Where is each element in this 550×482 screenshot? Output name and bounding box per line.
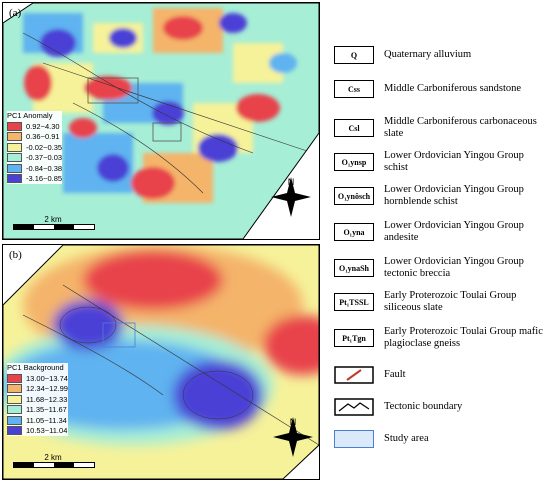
study-area-icon [334,430,374,448]
legend-entry: 13.00~13.74 [7,373,68,384]
key-symbol: Css [334,80,374,98]
key-symbol: O₁ynaSh [334,259,374,277]
north-arrow-icon: N [273,417,313,457]
legend-entry: -0.84~0.38 [7,163,62,174]
key-text: Study area [384,433,429,444]
legend-swatch [7,373,22,383]
legend-entry: -0.37~0.03 [7,153,62,164]
key-symbol: O₁yna [334,223,374,241]
key-text: Lower Ordovician Yingou Group tectonic b… [384,256,524,279]
key-entry: Pt₁TSSL Early Proterozoic Toulai Group si… [334,290,544,314]
legend-title: PC1 Anomaly [7,111,53,120]
legend-entry: 0.36~0.91 [7,132,62,143]
key-entry: O₁ynaSh Lower Ordovician Yingou Group tec… [334,256,544,280]
fault-line-icon [334,366,374,384]
legend-label: 10.53~11.04 [26,426,68,436]
key-text: Tectonic boundary [384,401,463,412]
legend-entry: -3.16~0.85 [7,174,62,185]
panel-label-b: (b) [9,249,22,261]
legend-label: 11.05~11.34 [26,415,67,425]
key-text: Quaternary alluvium [384,49,472,60]
key-entry: Pt₁Tgn Early Proterozoic Toulai Group maf… [334,326,544,350]
key-entry: O₁yna Lower Ordovician Yingou Group andes… [334,220,544,244]
panel-label-a: (a) [9,7,22,19]
legend-entry: 11.05~11.34 [7,415,68,426]
legend-label: 11.35~11.67 [26,405,67,415]
legend-entry: 0.92~4.30 [7,121,62,132]
legend-label: -0.37~0.03 [26,153,63,163]
scale-label: 2 km [44,215,62,224]
key-symbol: Csl [334,119,374,137]
legend-entry: 12.34~12.99 [7,384,68,395]
legend-label: -0.02~0.35 [26,142,63,152]
legend-swatch [7,163,22,173]
key-entry: Fault [334,366,544,384]
legend-label: -0.84~0.38 [26,163,63,173]
key-text: Early Proterozoic Toulai Group mafic pla… [384,326,543,349]
legend-swatch [7,121,22,131]
legend-entry: -0.02~0.35 [7,142,62,153]
legend-label: 12.34~12.99 [26,384,68,394]
tectonic-boundary-icon [334,398,374,416]
north-arrow-icon: N [271,177,311,217]
key-entry: O₁ynôsch Lower Ordovician Yingou Group ho… [334,184,544,208]
legend-label: 0.36~0.91 [26,132,60,142]
key-text: Middle Carboniferous sandstone [384,83,522,94]
scale-bar-a: 2 km [13,215,95,230]
map-panel-a: (a) PC1 Anomaly 0.92~4.30 0.36~0.91 -0.02~… [2,2,320,240]
legend-entry: 10.53~11.04 [7,426,68,437]
key-entry: Css Middle Carboniferous sandstone [334,80,544,98]
legend-swatch [7,174,22,184]
key-symbol: O₁ynsp [334,153,374,171]
key-entry: Q Quaternary alluvium [334,46,544,64]
key-text: Fault [384,369,406,380]
legend-label: 13.00~13.74 [26,373,68,383]
key-text: Lower Ordovician Yingou Group schist [384,150,524,173]
key-entry: Csl Middle Carboniferous carbonaceous sla… [334,116,544,140]
key-entry: Study area [334,430,544,448]
key-symbol: Pt₁Tgn [334,329,374,347]
key-text: Lower Ordovician Yingou Group andesite [384,220,524,243]
legend-panel-a: PC1 Anomaly 0.92~4.30 0.36~0.91 -0.02~0.35… [7,111,63,185]
map-panel-b: (b) PC1 Background 13.00~13.74 12.34~12.9… [2,244,320,480]
key-symbol: Pt₁TSSL [334,293,374,311]
anomaly-map [3,3,319,239]
legend-panel-b: PC1 Background 13.00~13.74 12.34~12.99 11.… [7,363,68,436]
legend-swatch [7,405,22,415]
key-entry: Tectonic boundary [334,398,544,416]
key-entry: O₁ynsp Lower Ordovician Yingou Group schi… [334,150,544,174]
legend-swatch [7,426,22,436]
key-text: Lower Ordovician Yingou Group hornblende… [384,184,524,207]
legend-swatch [7,394,22,404]
key-text: Early Proterozoic Toulai Group siliceous… [384,290,517,313]
legend-swatch [7,142,22,152]
scale-bar-b: 2 km [13,453,95,468]
legend-swatch [7,415,22,425]
legend-swatch [7,153,22,163]
legend-swatch [7,384,22,394]
legend-title: PC1 Background [7,363,64,372]
legend-swatch [7,132,22,142]
key-symbol: Q [334,46,374,64]
background-map [3,245,319,479]
legend-entry: 11.68~12.33 [7,394,68,405]
key-text: Middle Carboniferous carbonaceous slate [384,116,537,139]
legend-label: -3.16~0.85 [26,174,63,184]
legend-label: 0.92~4.30 [26,121,60,131]
key-symbol: O₁ynôsch [334,187,374,205]
legend-label: 11.68~12.33 [26,394,68,404]
scale-label: 2 km [44,453,62,462]
legend-entry: 11.35~11.67 [7,405,68,416]
